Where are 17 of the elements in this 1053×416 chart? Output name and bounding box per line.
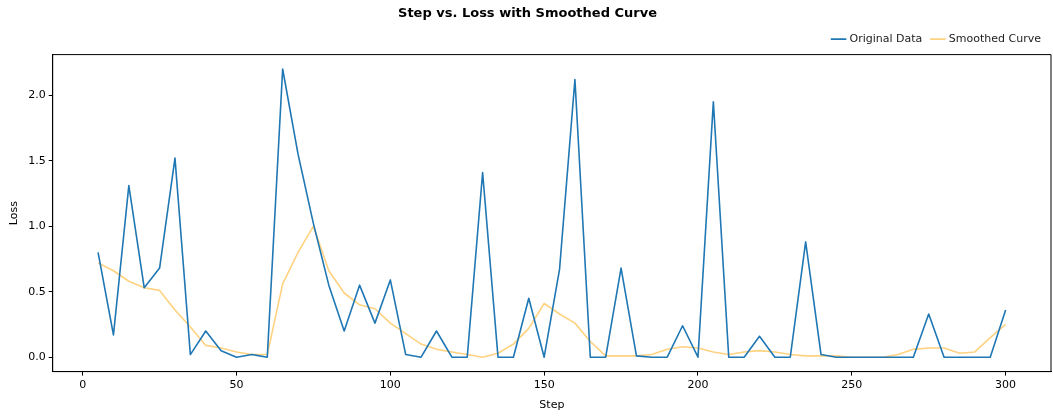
y-tick-label: 0.5 bbox=[28, 284, 46, 298]
y-axis-title: Loss bbox=[7, 200, 21, 226]
y-tick-label: 2.0 bbox=[28, 88, 46, 102]
y-tick-label: 0.0 bbox=[28, 350, 46, 364]
y-tick-label: 1.5 bbox=[28, 153, 46, 167]
chart-title: Step vs. Loss with Smoothed Curve bbox=[398, 5, 658, 21]
x-tick-label: 50 bbox=[229, 378, 244, 392]
legend-label: Original Data bbox=[849, 31, 923, 45]
x-tick-label: 200 bbox=[687, 378, 709, 392]
x-axis-title: Step bbox=[539, 398, 565, 412]
x-tick-label: 150 bbox=[533, 378, 555, 392]
x-tick-label: 100 bbox=[379, 378, 401, 392]
x-tick-label: 300 bbox=[995, 378, 1017, 392]
x-tick-label: 0 bbox=[79, 378, 87, 392]
legend-label: Smoothed Curve bbox=[948, 31, 1042, 45]
y-tick-label: 1.0 bbox=[28, 219, 46, 233]
x-tick-label: 250 bbox=[841, 378, 863, 392]
